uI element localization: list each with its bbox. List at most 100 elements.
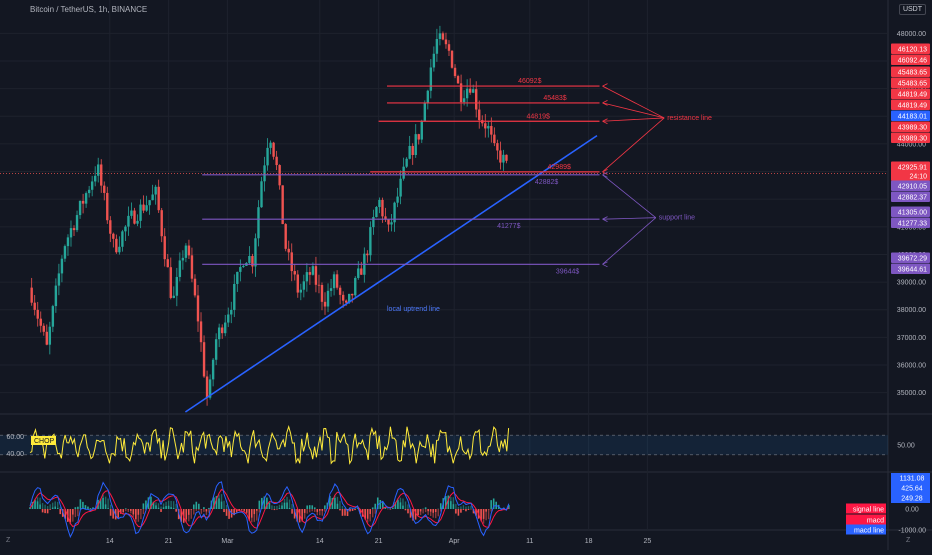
candle — [478, 109, 481, 121]
candle — [199, 321, 203, 343]
macd-right-label: 249.28 — [901, 496, 923, 503]
candle — [181, 257, 185, 261]
candles — [30, 25, 508, 406]
candle — [275, 156, 278, 166]
y-tick-label: 48000.00 — [897, 31, 926, 38]
price-tag-label: 46092.46 — [898, 58, 927, 65]
candle — [308, 272, 312, 275]
candle — [115, 238, 118, 253]
candle — [438, 33, 442, 39]
y-tick-label: 37000.00 — [897, 335, 926, 342]
candle — [121, 231, 124, 247]
support-arrowhead — [602, 261, 608, 268]
resistance-arrowhead — [602, 168, 608, 175]
candle — [160, 210, 163, 237]
candle — [484, 123, 487, 129]
candle — [326, 290, 330, 307]
candle — [429, 67, 433, 91]
candle — [133, 210, 136, 224]
candle — [136, 220, 139, 224]
candle — [100, 164, 103, 186]
zoom-button-left[interactable]: Z — [6, 537, 11, 544]
candle — [51, 306, 55, 327]
candle — [384, 216, 387, 220]
resistance-arrow — [602, 117, 665, 173]
price-tag-label: 44819.49 — [898, 103, 927, 110]
support-label: 41277$ — [497, 223, 520, 230]
candle — [408, 145, 411, 159]
chop-line — [29, 424, 510, 465]
candle — [148, 200, 151, 206]
currency-button[interactable]: USDT — [898, 4, 926, 15]
resistance-label: 46092$ — [518, 78, 541, 85]
price-tag — [891, 121, 930, 132]
price-tag-label: 44183.01 — [898, 114, 927, 121]
candle — [208, 379, 212, 398]
candle — [118, 246, 121, 253]
candle — [468, 88, 472, 93]
uptrend-line — [184, 134, 598, 413]
candle — [444, 39, 448, 45]
candle — [341, 294, 345, 301]
candle — [227, 314, 230, 323]
x-tick-label: 21 — [375, 538, 383, 545]
price-tag — [891, 161, 930, 172]
candle — [435, 38, 439, 54]
candle — [78, 200, 82, 216]
price-tag — [891, 252, 930, 263]
candle — [214, 339, 218, 360]
candle — [39, 318, 42, 326]
candle — [311, 266, 315, 275]
price-tag-label: 43989.30 — [898, 136, 927, 143]
x-tick-label: 14 — [316, 538, 324, 545]
candle — [414, 134, 417, 156]
x-tick-label: 11 — [526, 538, 533, 545]
candle — [329, 288, 333, 291]
macd-legend-item — [846, 503, 886, 514]
zoom-button-right[interactable]: Z — [906, 537, 911, 544]
candle — [357, 268, 360, 278]
candle — [205, 376, 209, 398]
macd-legend-label: macd line — [854, 528, 884, 535]
candle — [423, 102, 426, 122]
price-tag — [891, 88, 930, 99]
candle — [42, 325, 45, 332]
candle — [505, 154, 508, 161]
y-tick-label: 36000.00 — [897, 363, 926, 370]
candle — [432, 53, 436, 68]
candle — [399, 178, 402, 197]
candle — [426, 90, 430, 103]
price-tag — [891, 43, 930, 54]
price-tag — [891, 206, 930, 217]
candle — [344, 300, 348, 303]
candle — [396, 196, 399, 203]
candle — [90, 181, 94, 190]
candle — [112, 233, 115, 239]
price-tag — [891, 263, 930, 274]
candle — [496, 143, 499, 151]
price-tag — [891, 54, 930, 65]
macd-tag — [891, 483, 930, 493]
candle — [411, 145, 414, 156]
candle — [499, 150, 502, 163]
candle — [375, 207, 378, 218]
candle — [81, 200, 85, 204]
chop-tick-label: 60.00 — [6, 434, 24, 441]
y-tick-label: 38000.00 — [897, 307, 926, 314]
candle — [163, 236, 166, 260]
price-tag-label: 45483.65 — [898, 70, 927, 77]
candle — [299, 289, 303, 293]
resistance-arrow — [602, 85, 665, 119]
candle — [84, 193, 88, 204]
chop-tag — [31, 436, 56, 445]
price-tag — [891, 99, 930, 110]
candle — [178, 260, 182, 277]
price-tag-label: 46120.13 — [898, 47, 927, 54]
candle — [456, 76, 460, 84]
candle — [260, 181, 263, 208]
candle — [360, 268, 363, 275]
candle — [266, 147, 269, 166]
price-tag-label: 39672.29 — [898, 256, 927, 263]
